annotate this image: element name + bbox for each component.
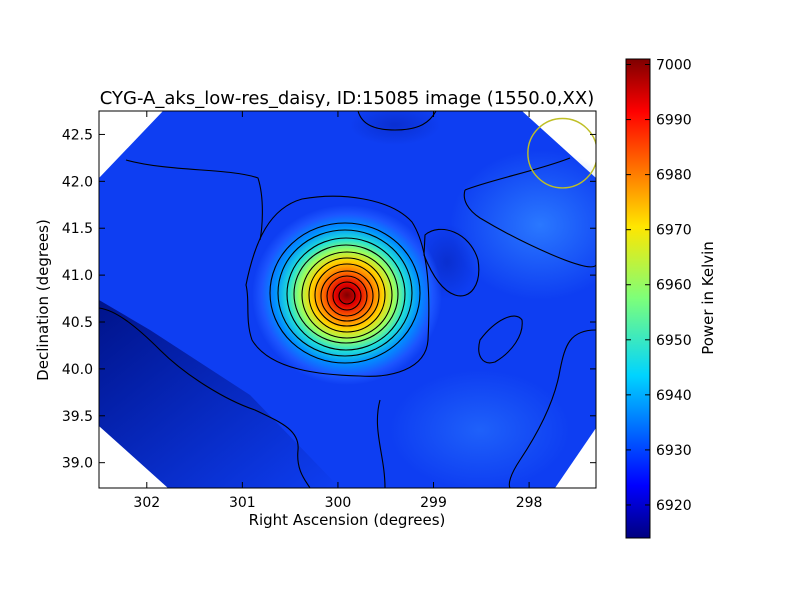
x-tick-label: 299: [420, 495, 447, 511]
plot-frame: [98, 110, 597, 489]
contour-left: [99, 307, 311, 488]
colorbar-tick-label: 6930: [656, 443, 692, 459]
colorbar-tick-label: 6990: [656, 113, 692, 129]
contour-dim-upper: [423, 228, 480, 297]
contour-upper-band: [125, 159, 263, 241]
x-axis-label: Right Ascension (degrees): [249, 511, 446, 529]
contour-ring-8: [320, 270, 374, 322]
contour-outer: [245, 195, 430, 377]
background-brightening: [450, 150, 596, 300]
y-tick-label: 42.0: [62, 174, 93, 190]
colorbar-tick-label: 6950: [656, 333, 692, 349]
contour-upper-arc: [357, 111, 437, 131]
colorbar-tick-label: 7000: [656, 58, 692, 74]
colorbar-tick-label: 6960: [656, 278, 692, 294]
beam-circle: [527, 117, 596, 189]
contour-ring-11: [338, 287, 356, 305]
contour-ring-1: [269, 222, 421, 364]
y-tick-label: 39.5: [62, 409, 93, 425]
y-axis-label: Declination (degrees): [34, 219, 52, 381]
colorbar-label: Power in Kelvin: [699, 241, 717, 355]
contour-ring-5: [301, 251, 393, 339]
y-tick-label: 39.0: [62, 456, 93, 472]
contour-lines: [99, 111, 596, 488]
contour-dim-lower: [478, 315, 523, 364]
dim-feature: [350, 111, 440, 145]
x-tick-label: 301: [229, 495, 256, 511]
y-tick-label: 40.5: [62, 315, 93, 331]
y-axis: 39.0 39.5 40.0 40.5 41.0 41.5 42.0 42.5: [62, 127, 596, 472]
y-tick-label: 42.5: [62, 127, 93, 143]
contour-ring-4: [293, 244, 399, 344]
contour-lower-right: [508, 329, 596, 488]
colorbar-tick-label: 6970: [656, 223, 692, 239]
contour-ring-9: [326, 275, 368, 317]
x-tick-label: 298: [516, 495, 543, 511]
background-brightening: [390, 370, 570, 488]
chart-title: CYG-A_aks_low-res_daisy, ID:15085 image …: [100, 88, 594, 109]
colorbar-tick-label: 6940: [656, 388, 692, 404]
source-emission: [252, 205, 442, 385]
colorbar-tick-label: 6980: [656, 168, 692, 184]
sky-map: [99, 111, 596, 488]
x-tick-label: 302: [133, 495, 160, 511]
x-tick-label: 300: [325, 495, 352, 511]
colorbar-axis: 6920 6930 6940 6950 6960 6970 6980 6990 7000: [626, 58, 692, 514]
contour-right-upper: [463, 157, 596, 268]
contour-ring-6: [308, 257, 386, 333]
contour-ring-2: [277, 229, 413, 357]
contour-middle-low: [376, 399, 386, 488]
y-tick-label: 41.0: [62, 268, 93, 284]
y-tick-label: 40.0: [62, 362, 93, 378]
contour-ring-10: [332, 281, 362, 311]
contour-ring-3: [286, 237, 406, 351]
y-tick-label: 41.5: [62, 221, 93, 237]
colorbar: [625, 58, 651, 539]
contour-ring-7: [314, 263, 380, 327]
x-axis: 302 301 300 299 298: [133, 111, 542, 511]
colorbar-tick-label: 6920: [656, 498, 692, 514]
